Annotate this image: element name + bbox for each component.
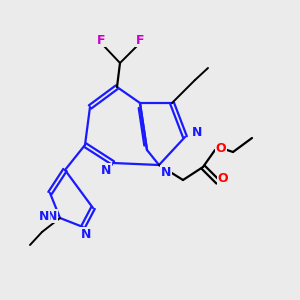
Text: F: F [136, 34, 144, 46]
Text: O: O [218, 172, 228, 185]
Text: N: N [161, 166, 171, 178]
Text: N: N [81, 227, 91, 241]
Text: O: O [216, 142, 226, 154]
Text: F: F [97, 34, 105, 46]
Text: N: N [39, 211, 49, 224]
Text: N: N [47, 209, 57, 223]
Text: N: N [192, 125, 202, 139]
Text: N: N [101, 164, 111, 176]
